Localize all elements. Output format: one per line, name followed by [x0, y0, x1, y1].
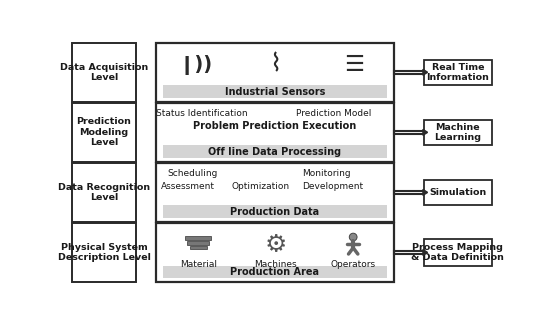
Bar	[188, 241, 209, 245]
Bar	[163, 145, 387, 158]
Text: Physical System
Description Level: Physical System Description Level	[58, 243, 151, 262]
Bar	[156, 103, 394, 162]
Bar	[72, 103, 136, 162]
Bar	[163, 266, 387, 278]
Circle shape	[349, 233, 357, 241]
Polygon shape	[423, 69, 427, 75]
Text: ❙)): ❙))	[179, 55, 213, 75]
Polygon shape	[423, 129, 427, 135]
Text: Problem Prediction Execution: Problem Prediction Execution	[193, 121, 356, 131]
Bar	[72, 223, 136, 282]
Bar	[273, 162, 277, 163]
Text: Material: Material	[180, 260, 217, 268]
Polygon shape	[423, 250, 427, 255]
Text: Off line Data Processing: Off line Data Processing	[208, 147, 342, 156]
Text: Operators: Operators	[331, 260, 376, 268]
Bar	[156, 43, 394, 101]
Text: Scheduling: Scheduling	[168, 169, 218, 179]
Bar	[163, 85, 387, 98]
Bar	[72, 43, 136, 101]
Bar	[273, 222, 277, 223]
Bar	[72, 163, 136, 222]
Bar	[424, 120, 492, 145]
Bar	[163, 205, 387, 218]
Text: Machines: Machines	[254, 260, 297, 268]
Bar	[424, 239, 492, 266]
Text: ⌇: ⌇	[269, 52, 281, 76]
Polygon shape	[423, 189, 427, 196]
Text: Simulation: Simulation	[429, 188, 486, 197]
Text: Machine
Learning: Machine Learning	[434, 123, 481, 142]
Bar	[156, 163, 394, 222]
Text: Production Data: Production Data	[230, 207, 320, 217]
Bar	[156, 223, 394, 282]
Text: Prediction Model: Prediction Model	[296, 109, 371, 118]
Bar	[424, 60, 492, 84]
Text: Monitoring: Monitoring	[302, 169, 350, 179]
Text: Industrial Sensors: Industrial Sensors	[225, 86, 325, 97]
Text: Process Mapping
& Data Definition: Process Mapping & Data Definition	[411, 243, 504, 262]
Bar	[273, 101, 277, 103]
Bar	[185, 236, 211, 240]
Text: Development: Development	[302, 182, 363, 191]
Text: Production Area: Production Area	[230, 267, 320, 277]
Bar	[424, 180, 492, 205]
Text: Status Identification: Status Identification	[156, 109, 248, 118]
Text: Optimization: Optimization	[231, 182, 289, 191]
Text: ☰: ☰	[344, 55, 364, 75]
Text: Data Acquisition
Level: Data Acquisition Level	[60, 63, 148, 82]
Text: ⚙: ⚙	[265, 233, 287, 257]
Text: Data Recognition
Level: Data Recognition Level	[58, 183, 150, 202]
Text: Prediction
Modeling
Level: Prediction Modeling Level	[76, 117, 131, 147]
Bar	[190, 245, 207, 249]
Text: Real Time
Information: Real Time Information	[426, 63, 490, 82]
Text: Assessment: Assessment	[161, 182, 215, 191]
